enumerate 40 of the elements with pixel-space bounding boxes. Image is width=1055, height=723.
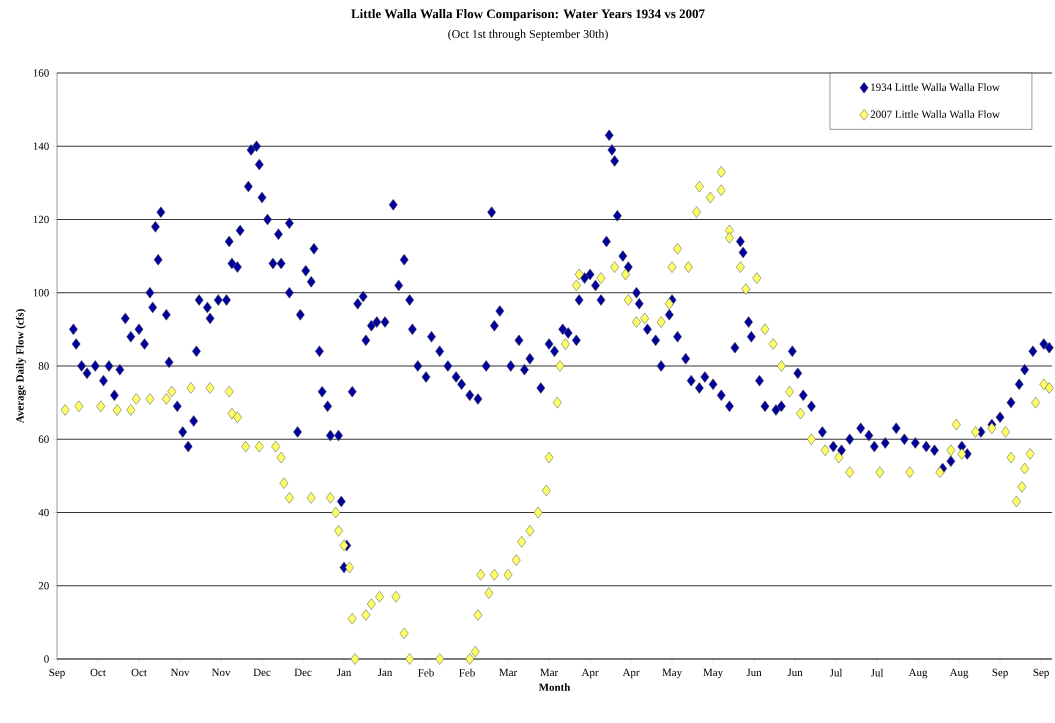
- x-tick-label: Nov: [211, 668, 231, 677]
- x-axis-title: Month: [538, 683, 571, 691]
- x-tick-label: Sep: [49, 668, 65, 679]
- y-tick-label: 80: [38, 362, 49, 370]
- x-tick-label: Jul: [870, 668, 884, 677]
- x-tick-label: Feb: [418, 668, 434, 677]
- y-tick-label: 120: [33, 215, 49, 224]
- x-tick-label: Oct: [90, 668, 106, 677]
- x-tick-label: May: [662, 668, 683, 679]
- legend-label: 1934 Little Walla Walla Flow: [871, 83, 1000, 91]
- x-tick-label: Sep: [1033, 668, 1049, 679]
- x-tick-label: Aug: [949, 668, 969, 679]
- y-tick-label: 60: [38, 435, 49, 443]
- x-tick-label: Jan: [377, 668, 393, 677]
- x-tick-label: Jan: [336, 668, 352, 677]
- y-tick-label: 100: [33, 289, 49, 297]
- x-tick-label: Apr: [581, 668, 599, 679]
- y-tick-label: 140: [33, 142, 49, 150]
- x-tick-label: Apr: [622, 668, 640, 679]
- y-axis-title: Average Daily Flow (cfs): [15, 309, 26, 424]
- x-tick-label: Jun: [746, 668, 762, 677]
- x-tick-label: Feb: [459, 668, 475, 677]
- legend-label: 2007 Little Walla Walla Flow: [870, 110, 1000, 119]
- x-tick-label: May: [703, 668, 724, 679]
- y-tick-label: 20: [38, 582, 49, 590]
- x-tick-label: Jul: [829, 668, 843, 677]
- x-tick-label: Jun: [787, 668, 803, 677]
- x-tick-label: Mar: [499, 668, 518, 677]
- x-tick-label: Nov: [170, 668, 190, 677]
- y-tick-label: 40: [38, 508, 49, 517]
- x-tick-label: Dec: [253, 668, 271, 677]
- chart-subtitle: (Oct 1st through September 30th): [448, 29, 608, 41]
- y-tick-label: 160: [33, 69, 49, 77]
- x-tick-label: Mar: [540, 668, 559, 677]
- chart-title: Little Walla Walla Flow Comparison: Water Years 1934 vs 2007: [351, 9, 705, 21]
- x-tick-label: Sep: [992, 668, 1008, 679]
- x-tick-label: Aug: [908, 668, 928, 679]
- x-tick-label: Dec: [294, 668, 312, 677]
- x-tick-label: Oct: [131, 668, 147, 677]
- y-tick-label: 0: [44, 655, 49, 663]
